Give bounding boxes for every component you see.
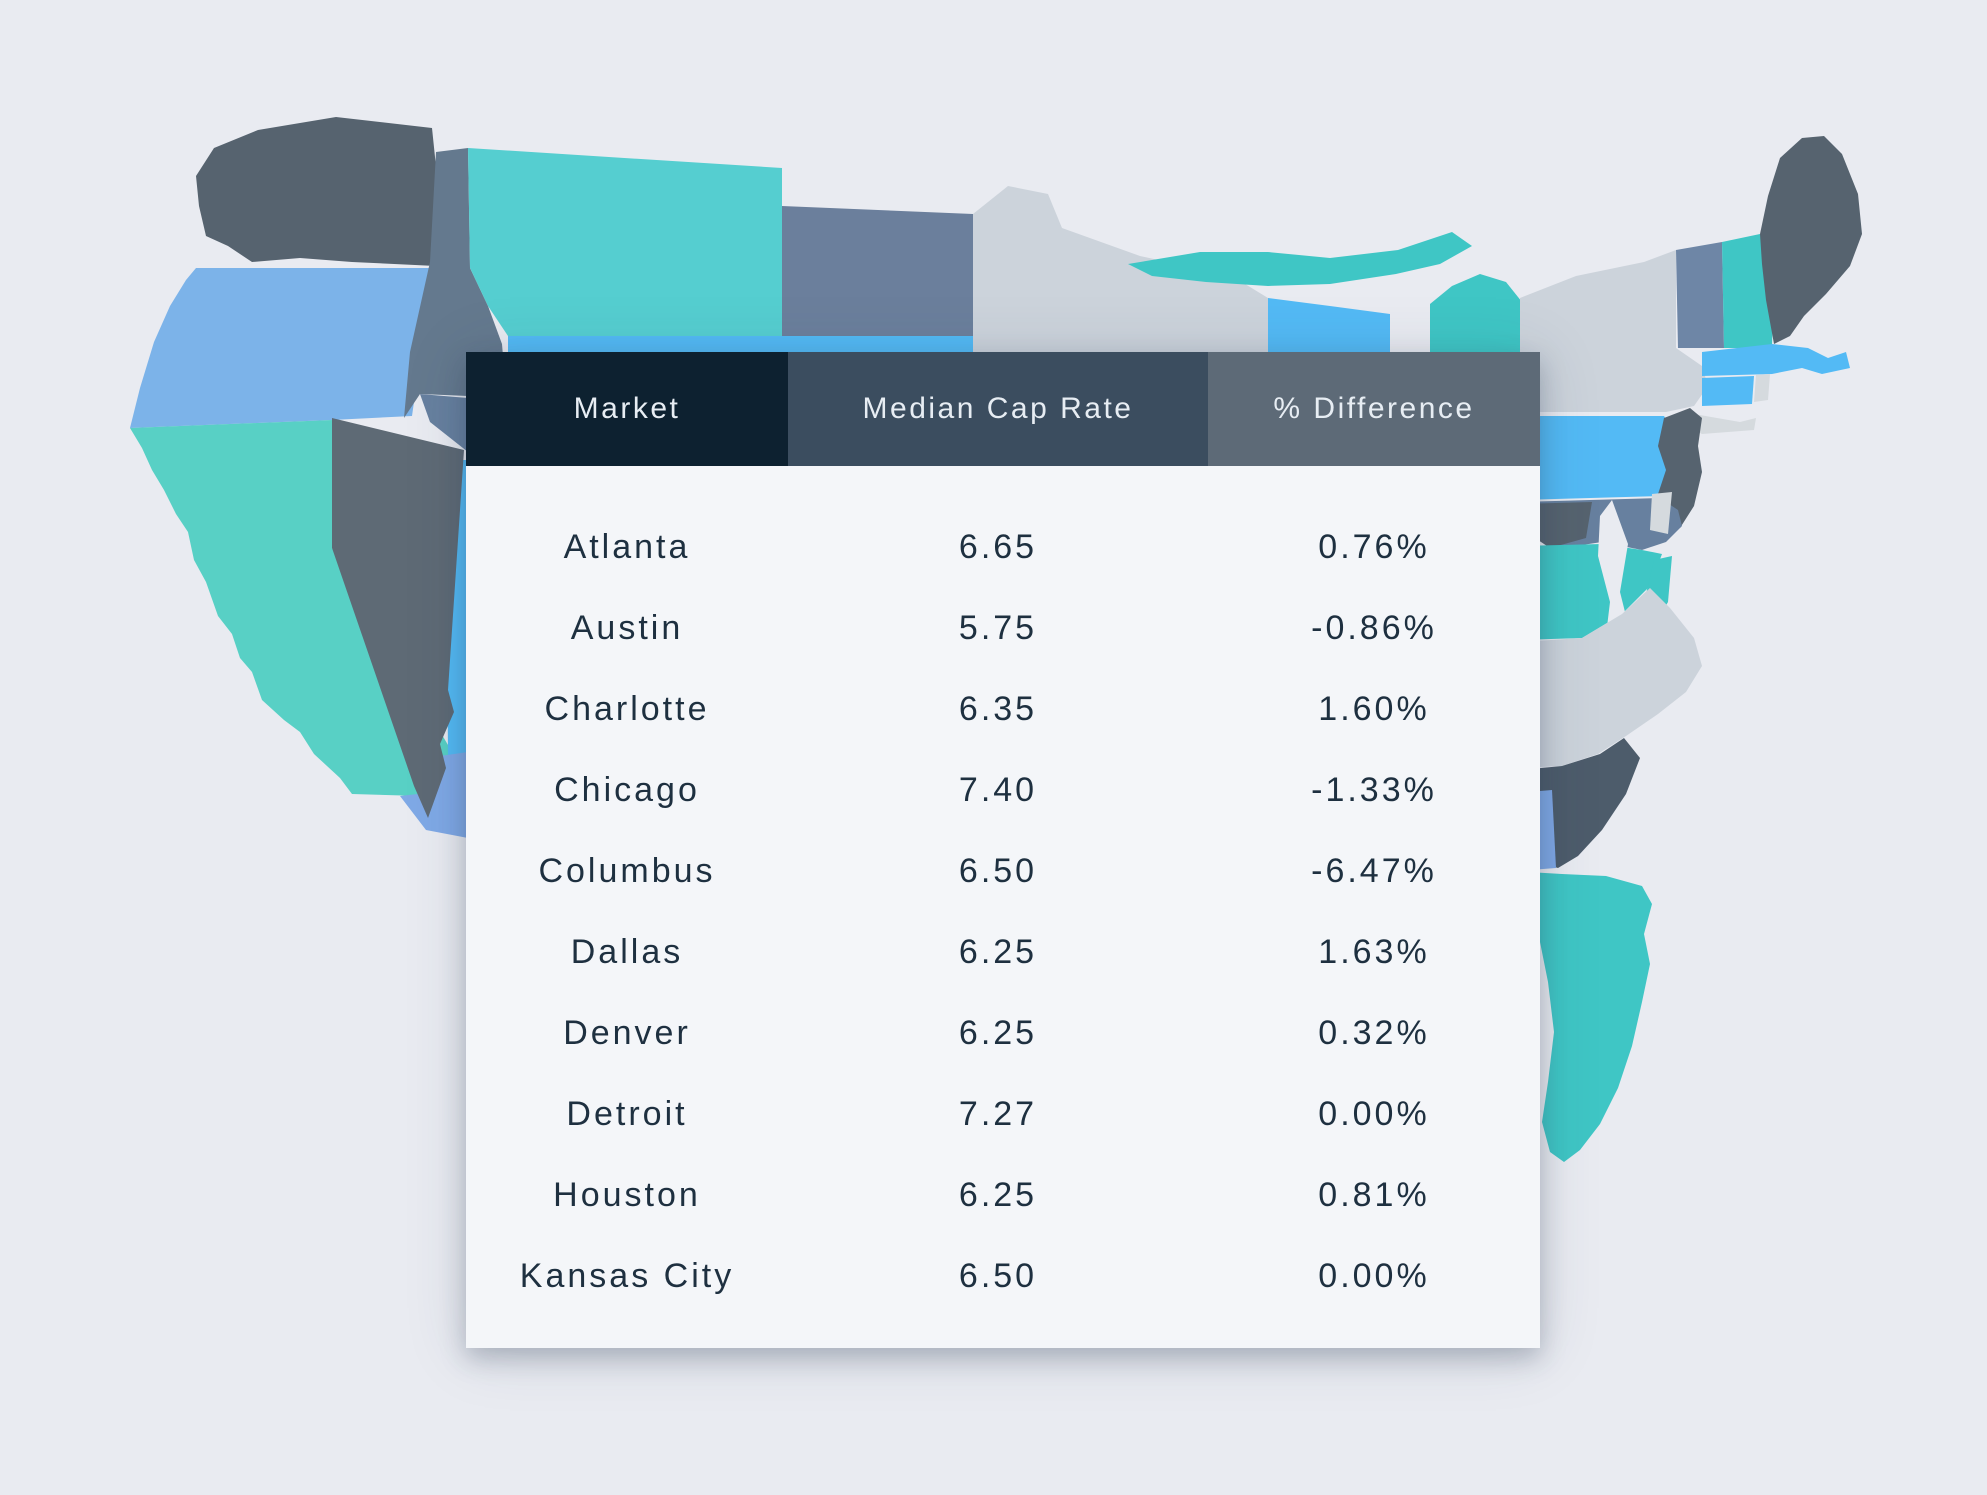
state-idaho (404, 148, 506, 418)
pct-difference-cell: -6.47% (1311, 852, 1437, 890)
table-row: Chicago 7.40 -1.33% (466, 750, 1540, 831)
median-cap-rate-cell: 7.40 (958, 771, 1038, 809)
table-row: Dallas 6.25 1.63% (466, 912, 1540, 993)
state-utah (420, 394, 468, 452)
pct-difference-cell: 0.32% (1318, 1014, 1430, 1052)
median-cap-rate-cell: 6.35 (958, 690, 1038, 728)
market-cell: Dallas (570, 933, 684, 971)
state-delaware (1650, 492, 1672, 534)
table-row: Detroit 7.27 0.00% (466, 1074, 1540, 1155)
median-cap-rate-cell: 6.65 (958, 528, 1038, 566)
state-rhode-island (1754, 374, 1770, 402)
market-cell: Houston (553, 1176, 701, 1214)
state-nevada (332, 418, 464, 818)
header-pct-difference: % Difference (1208, 352, 1540, 466)
state-vermont (1676, 242, 1724, 348)
table-row: Denver 6.25 0.32% (466, 993, 1540, 1074)
state-florida (1528, 872, 1652, 1162)
pct-difference-cell: -1.33% (1311, 771, 1437, 809)
market-cell: Columbus (538, 852, 716, 890)
state-north-carolina (1520, 588, 1702, 768)
table-row: Charlotte 6.35 1.60% (466, 669, 1540, 750)
header-median-cap-rate: Median Cap Rate (788, 352, 1208, 466)
state-pennsylvania (1520, 416, 1678, 500)
median-cap-rate-cell: 6.50 (958, 1257, 1038, 1295)
state-montana (468, 148, 782, 336)
table-row: Atlanta 6.65 0.76% (466, 507, 1540, 588)
state-minnesota (973, 186, 1268, 358)
market-cell: Charlotte (544, 690, 710, 728)
table-row: Kansas City 6.50 0.00% (466, 1236, 1540, 1317)
pct-difference-cell: -0.86% (1311, 609, 1437, 647)
state-massachusetts (1702, 344, 1850, 376)
median-cap-rate-cell: 5.75 (958, 609, 1038, 647)
state-oregon (130, 268, 436, 428)
state-california (130, 420, 458, 796)
state-wisconsin (1268, 298, 1390, 358)
table-row: Houston 6.25 0.81% (466, 1155, 1540, 1236)
state-washington (196, 117, 438, 266)
median-cap-rate-cell: 6.25 (958, 1176, 1038, 1214)
state-michigan-upper-peninsula (1128, 232, 1472, 286)
pct-difference-cell: 1.63% (1318, 933, 1430, 971)
table-header: Market Median Cap Rate % Difference (466, 352, 1540, 466)
state-maine (1760, 136, 1862, 344)
median-cap-rate-cell: 6.25 (958, 1014, 1038, 1052)
state-north-dakota (782, 206, 973, 336)
long-island (1688, 414, 1756, 434)
state-connecticut (1702, 376, 1754, 406)
table-body: Atlanta 6.65 0.76% Austin 5.75 -0.86% Charlott… (466, 466, 1540, 1348)
pct-difference-cell: 0.00% (1318, 1095, 1430, 1133)
state-michigan (1430, 274, 1532, 358)
market-cell: Kansas City (519, 1257, 735, 1295)
median-cap-rate-cell: 7.27 (958, 1095, 1038, 1133)
market-cell: Detroit (566, 1095, 688, 1133)
header-market: Market (466, 352, 788, 466)
market-cell: Denver (563, 1014, 691, 1052)
market-cell: Austin (570, 609, 684, 647)
table-row: Austin 5.75 -0.86% (466, 588, 1540, 669)
state-virginia (1520, 544, 1662, 640)
market-cell: Atlanta (563, 528, 691, 566)
pct-difference-cell: 0.76% (1318, 528, 1430, 566)
table-row: Columbus 6.50 -6.47% (466, 831, 1540, 912)
pct-difference-cell: 0.81% (1318, 1176, 1430, 1214)
state-new-hampshire (1722, 234, 1774, 348)
pct-difference-cell: 0.00% (1318, 1257, 1430, 1295)
median-cap-rate-cell: 6.50 (958, 852, 1038, 890)
cap-rate-table: Market Median Cap Rate % Difference Atla… (466, 352, 1540, 1348)
state-new-york (1520, 250, 1708, 412)
median-cap-rate-cell: 6.25 (958, 933, 1038, 971)
pct-difference-cell: 1.60% (1318, 690, 1430, 728)
market-cell: Chicago (554, 771, 700, 809)
